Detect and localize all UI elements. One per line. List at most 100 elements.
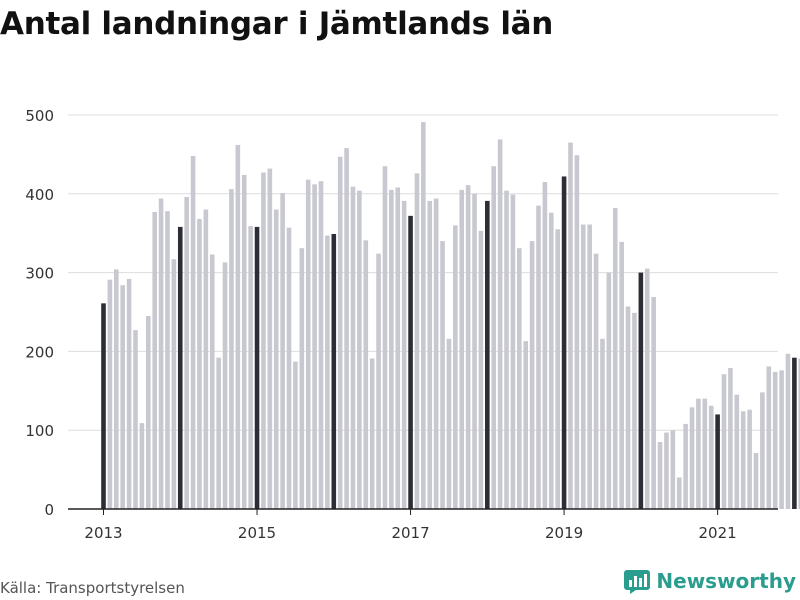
- bar: [280, 193, 285, 509]
- bar: [497, 139, 503, 509]
- bar: [536, 205, 541, 509]
- bar: [683, 423, 688, 509]
- bar: [433, 198, 439, 509]
- bar: [485, 200, 490, 509]
- bar: [657, 442, 663, 509]
- bar: [216, 357, 221, 509]
- bar: [376, 253, 381, 509]
- bar: [254, 226, 260, 509]
- bar: [139, 423, 145, 509]
- bar: [702, 398, 708, 509]
- bar: [171, 259, 177, 509]
- bar: [421, 122, 426, 509]
- bar: [548, 212, 554, 509]
- bar: [113, 269, 119, 509]
- bar: [670, 430, 676, 509]
- bar: [644, 268, 650, 509]
- bar: [734, 394, 740, 509]
- bar: [523, 341, 528, 509]
- bar: [395, 187, 401, 509]
- bar: [107, 279, 113, 509]
- bar: [248, 226, 253, 510]
- bar: [120, 285, 125, 509]
- chart-title: Antal landningar i Jämtlands län: [0, 6, 554, 42]
- bar: [203, 209, 209, 509]
- bar: [145, 315, 151, 509]
- bar: [229, 189, 234, 509]
- bar: [267, 168, 273, 509]
- bar: [446, 338, 452, 509]
- bar: [747, 409, 752, 509]
- bar: [337, 156, 343, 509]
- bar: [708, 405, 714, 509]
- bar: [389, 189, 394, 510]
- bar: [235, 144, 241, 509]
- bar: [612, 207, 618, 510]
- bar: [357, 190, 362, 509]
- bar: [184, 196, 189, 509]
- x-axis-ticks: 201320152017201920212023: [84, 509, 737, 542]
- bar: [241, 174, 247, 509]
- bar: [510, 194, 516, 509]
- bar: [440, 241, 445, 509]
- bar: [651, 297, 656, 509]
- brand-name: Newsworthy: [656, 569, 796, 593]
- y-tick-label: 200: [25, 343, 54, 361]
- bar: [689, 407, 695, 509]
- bar: [529, 241, 535, 509]
- bar: [792, 357, 797, 509]
- bar: [632, 312, 637, 509]
- bar: [101, 303, 106, 509]
- bar: [504, 190, 509, 509]
- bar: [715, 414, 720, 509]
- bar: [587, 224, 592, 509]
- bar: [312, 184, 317, 509]
- bar: [331, 233, 337, 510]
- bar: [344, 148, 349, 509]
- bar: [542, 181, 548, 510]
- bar: [625, 306, 631, 509]
- bar: [299, 248, 305, 510]
- bar: [491, 166, 497, 509]
- y-tick-label: 300: [25, 265, 54, 283]
- bar: [152, 211, 157, 510]
- y-tick-label: 400: [25, 186, 54, 204]
- bar: [369, 358, 375, 509]
- bar: [382, 166, 388, 509]
- bar: [305, 179, 311, 509]
- bar: [350, 186, 356, 509]
- bar: [459, 189, 465, 510]
- y-axis-ticks: 0 100 200 300 400 500: [25, 107, 54, 519]
- bar: [555, 229, 560, 509]
- x-tick-label: 2013: [84, 524, 122, 542]
- bar: [760, 392, 765, 509]
- bar: [580, 224, 586, 509]
- x-tick-label: 2021: [699, 524, 737, 542]
- bar: [133, 330, 138, 509]
- bar: [318, 181, 324, 509]
- y-tick-label: 100: [25, 422, 54, 440]
- bar: [209, 254, 215, 509]
- bar: [772, 371, 778, 509]
- bar: [753, 453, 759, 509]
- bar: [197, 219, 202, 509]
- chart-badge-icon: [624, 570, 651, 594]
- bar: [779, 370, 784, 509]
- bar: [619, 241, 624, 509]
- x-tick-label: 2017: [391, 524, 429, 542]
- source-credit: Källa: Transportstyrelsen: [0, 579, 185, 597]
- bar: [427, 200, 433, 509]
- y-tick-label: 0: [44, 501, 54, 519]
- bar: [177, 226, 183, 509]
- y-tick-label: 500: [25, 107, 54, 125]
- bar: [561, 176, 567, 509]
- bar: [261, 172, 266, 509]
- bar: [222, 262, 228, 509]
- bar: [798, 358, 800, 509]
- bar: [158, 198, 164, 509]
- bar: [593, 253, 599, 509]
- bars: [101, 122, 800, 510]
- bar: [638, 272, 644, 509]
- bar: [517, 248, 522, 510]
